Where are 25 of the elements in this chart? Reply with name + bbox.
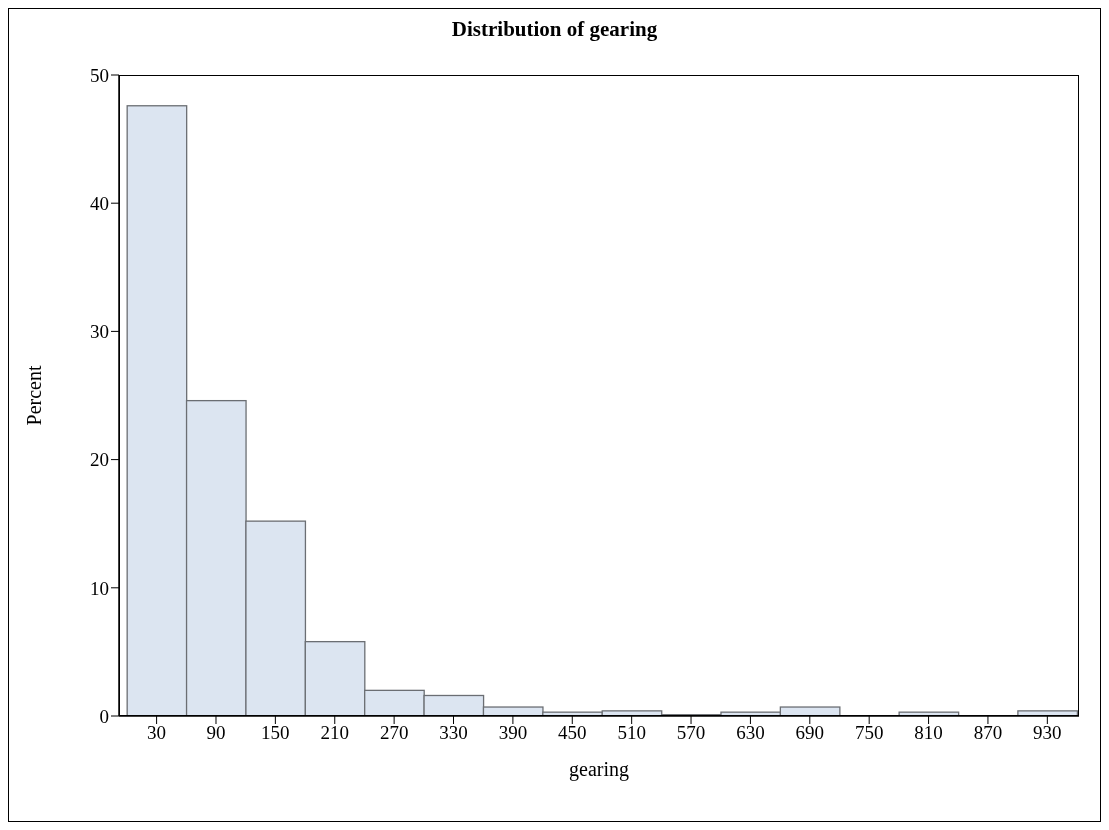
x-tick-label: 90 bbox=[206, 722, 226, 744]
chart-title: Distribution of gearing bbox=[450, 17, 659, 42]
x-tick-label: 930 bbox=[1033, 722, 1062, 744]
x-tick-label: 450 bbox=[558, 722, 587, 744]
x-tick-label: 30 bbox=[147, 722, 167, 744]
x-tick-label: 870 bbox=[973, 722, 1003, 744]
y-tick-label: 0 bbox=[99, 705, 109, 727]
x-tick-label: 630 bbox=[736, 722, 765, 744]
x-tick-label: 330 bbox=[439, 722, 468, 744]
x-tick-label: 690 bbox=[795, 722, 825, 744]
y-tick-label: 30 bbox=[90, 321, 109, 343]
y-tick-label: 40 bbox=[90, 192, 109, 214]
x-tick-label: 750 bbox=[854, 722, 884, 744]
x-tick-label: 570 bbox=[676, 722, 706, 744]
x-tick-label: 390 bbox=[498, 722, 528, 744]
x-tick-label: 270 bbox=[379, 722, 409, 744]
y-axis-title: Percent bbox=[23, 365, 46, 426]
y-tick-label: 20 bbox=[90, 449, 109, 471]
x-tick-label: 150 bbox=[261, 722, 290, 744]
x-tick-label: 510 bbox=[617, 722, 646, 744]
x-axis-title: gearing bbox=[569, 758, 629, 781]
y-tick-label: 50 bbox=[90, 64, 109, 86]
x-tick-label: 210 bbox=[320, 722, 349, 744]
x-tick-label: 810 bbox=[914, 722, 943, 744]
y-tick-label: 10 bbox=[90, 577, 109, 599]
